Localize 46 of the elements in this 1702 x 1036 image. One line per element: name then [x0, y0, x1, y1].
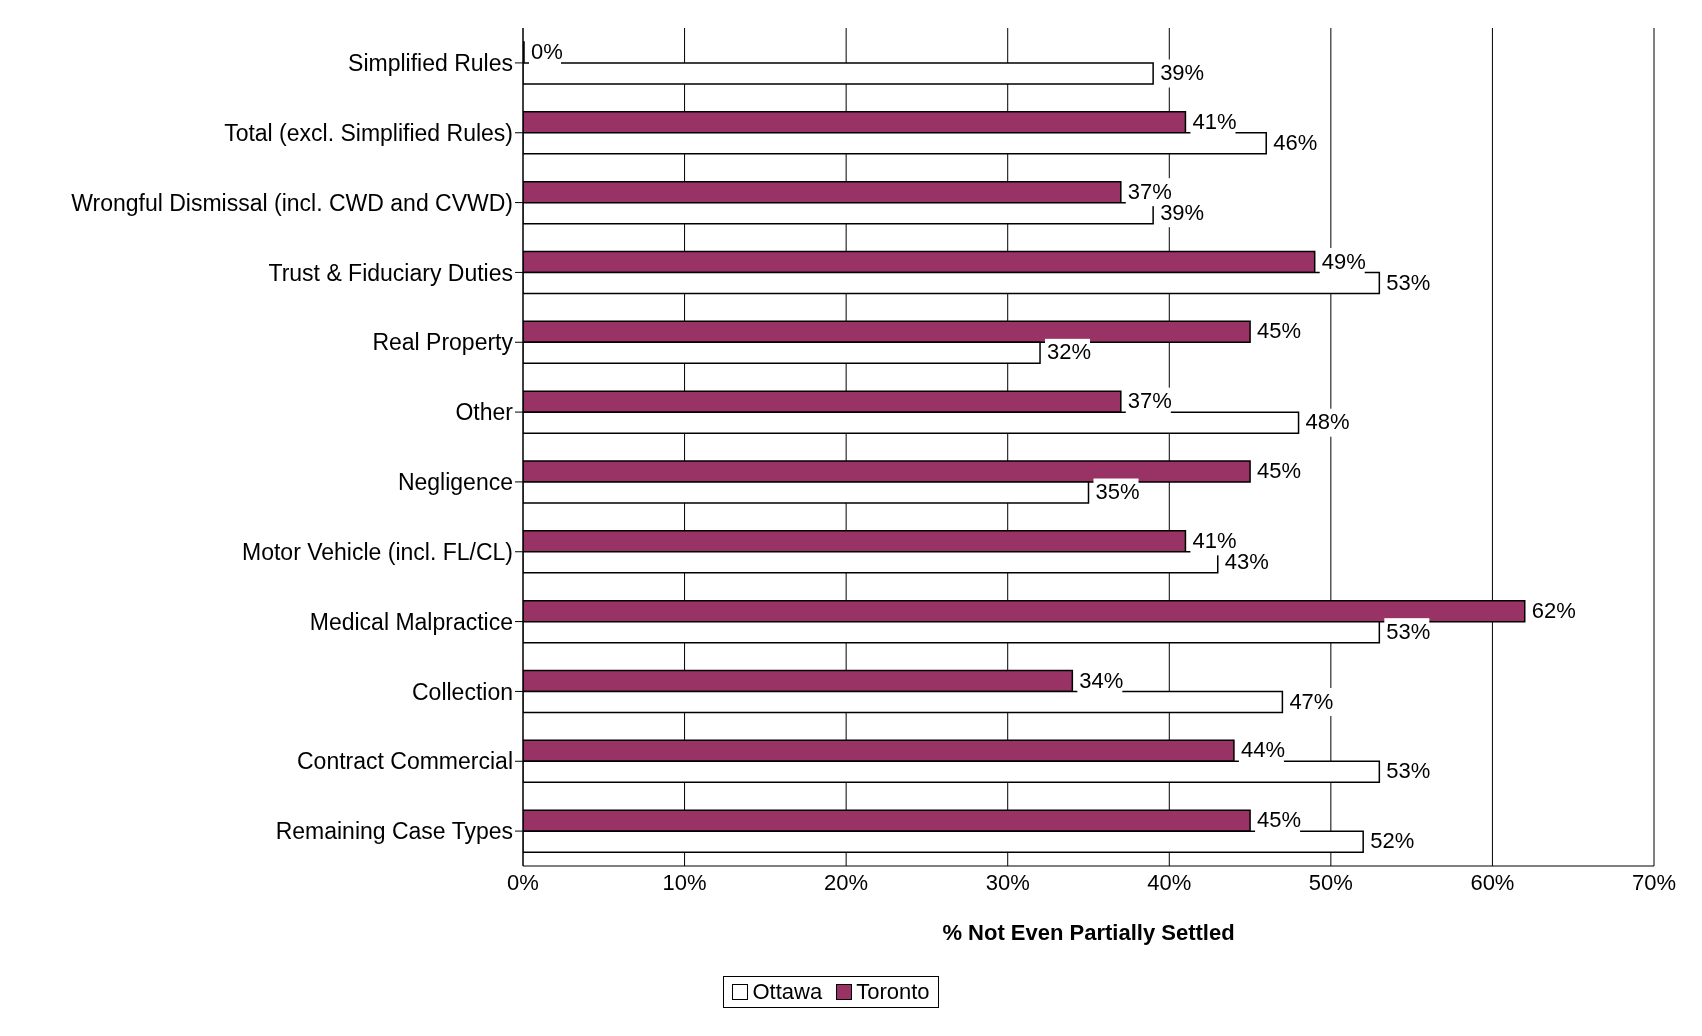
data-label: 47%	[1289, 688, 1334, 714]
y-tick-label: Contract Commercial	[297, 748, 513, 775]
y-tick-label: Remaining Case Types	[275, 818, 513, 845]
data-label: 39%	[1160, 199, 1205, 225]
x-tick-label: 50%	[1308, 869, 1353, 895]
data-label: 45%	[1257, 318, 1302, 344]
data-label: 53%	[1386, 618, 1431, 644]
data-label: 48%	[1305, 409, 1350, 435]
data-label: 45%	[1257, 807, 1302, 833]
data-label: 41%	[1192, 108, 1237, 134]
data-label: 37%	[1127, 388, 1172, 414]
data-label: 39%	[1160, 60, 1205, 85]
y-tick-label: Motor Vehicle (incl. FL/CL)	[242, 538, 513, 565]
data-label: 32%	[1047, 339, 1092, 365]
x-axis-title: % Not Even Partially Settled	[942, 919, 1235, 945]
data-label: 53%	[1386, 269, 1431, 295]
data-label: 34%	[1079, 667, 1124, 693]
data-label: 53%	[1386, 758, 1431, 784]
y-tick-label: Real Property	[372, 329, 514, 356]
data-label: 35%	[1095, 479, 1140, 504]
x-tick-label: 0%	[507, 869, 539, 895]
y-tick-label: Negligence	[397, 469, 513, 496]
legend-label: Ottawa	[751, 979, 823, 1005]
legend-label: Toronto	[855, 979, 930, 1005]
x-tick-label: 30%	[985, 869, 1030, 895]
x-tick-label: 20%	[824, 869, 869, 895]
data-label: 0%	[531, 39, 563, 64]
y-tick-label: Collection	[412, 678, 513, 705]
x-tick-label: 40%	[1147, 869, 1192, 895]
y-tick-label: Simplified Rules	[348, 50, 513, 77]
data-label: 49%	[1321, 248, 1366, 274]
data-label: 41%	[1192, 527, 1237, 553]
data-label: 46%	[1273, 129, 1318, 155]
data-label: 45%	[1257, 458, 1302, 483]
data-label: 44%	[1240, 737, 1285, 763]
x-tick-label: 60%	[1470, 869, 1515, 895]
y-tick-label: Trust & Fiduciary Duties	[268, 259, 513, 286]
data-label: 37%	[1127, 178, 1172, 204]
data-label: 52%	[1370, 828, 1415, 854]
y-tick-label: Other	[455, 399, 514, 426]
x-tick-label: 70%	[1631, 869, 1677, 895]
x-tick-label: 10%	[662, 869, 707, 895]
y-tick-label: Medical Malpractice	[309, 608, 513, 635]
y-tick-label: Wrongful Dismissal (incl. CWD and CVWD)	[71, 189, 513, 216]
y-tick-label: Total (excl. Simplified Rules)	[224, 119, 513, 146]
data-label: 62%	[1531, 597, 1576, 623]
